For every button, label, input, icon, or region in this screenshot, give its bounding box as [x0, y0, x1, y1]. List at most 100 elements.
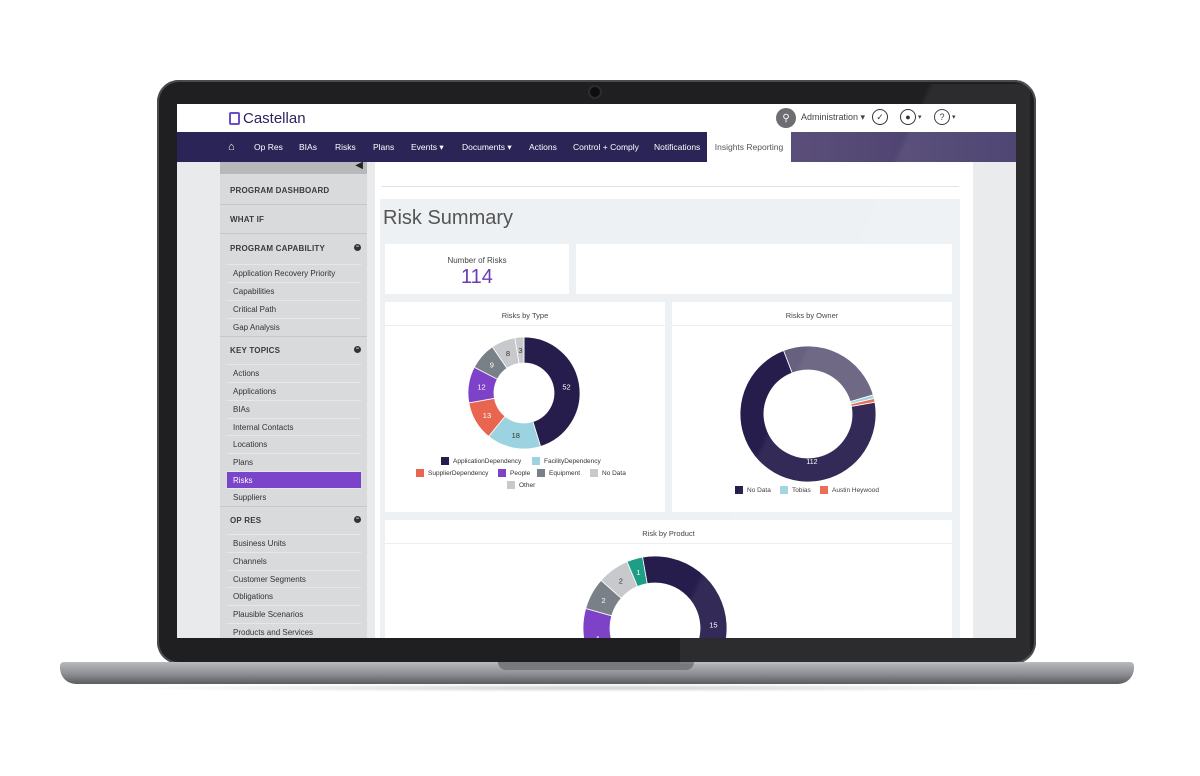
sidebar-item-label: Obligations: [233, 592, 274, 601]
nav-plans[interactable]: Plans: [373, 142, 395, 152]
screen: Castellan ⚲ Administration ▾ ✓ ● ▾ ? ▾ ⌂…: [177, 104, 1016, 638]
divider: [672, 325, 952, 326]
legend-item[interactable]: Austin Heywood: [820, 486, 879, 494]
what-if-label: WHAT IF: [230, 215, 265, 224]
risks-by-owner-slice[interactable]: [783, 345, 874, 403]
castellan-logo-icon: [229, 112, 240, 125]
legend-swatch: [532, 457, 540, 465]
divider: [381, 186, 959, 187]
risks-by-type-slice[interactable]: [514, 336, 525, 364]
nav-control-comply[interactable]: Control + Comply: [573, 142, 639, 152]
legend-label: People: [510, 469, 531, 477]
divider: [385, 325, 665, 326]
collapse-section-icon[interactable]: −: [354, 244, 361, 251]
administration-menu[interactable]: Administration ▾: [801, 112, 866, 122]
sidebar-item-plans[interactable]: Plans: [227, 453, 361, 471]
legend-item[interactable]: Equipment: [537, 469, 580, 477]
laptop-base: [60, 662, 1134, 684]
collapse-icon[interactable]: ◀: [355, 160, 363, 171]
logo-text: Castellan: [243, 110, 306, 127]
nav-documents[interactable]: Documents ▾: [462, 142, 512, 152]
risk-by-product-data-label: 1: [636, 568, 640, 577]
section-title: PROGRAM CAPABILITY: [230, 244, 326, 253]
sidebar-item-suppliers[interactable]: Suppliers: [227, 488, 361, 506]
clock-check-icon[interactable]: ✓: [872, 109, 888, 125]
legend-swatch: [537, 469, 545, 477]
risks-by-type-data-label: 52: [562, 383, 570, 392]
nav-bias[interactable]: BIAs: [299, 142, 317, 152]
laptop-notch: [498, 662, 694, 670]
nav-actions[interactable]: Actions: [529, 142, 557, 152]
sidebar-item-label: Internal Contacts: [233, 423, 294, 432]
webcam: [590, 87, 600, 97]
divider: [385, 543, 952, 544]
sidebar-item-obligations[interactable]: Obligations: [227, 587, 361, 605]
sidebar-item-locations[interactable]: Locations: [227, 435, 361, 453]
sidebar-item-channels[interactable]: Channels: [227, 552, 361, 570]
page-title: Risk Summary: [383, 207, 514, 229]
sidebar-item-application-recovery-priority[interactable]: Application Recovery Priority: [227, 264, 361, 282]
sidebar-item-critical-path[interactable]: Critical Path: [227, 300, 361, 318]
sidebar-item-bias[interactable]: BIAs: [227, 400, 361, 418]
sidebar-item-actions[interactable]: Actions: [227, 364, 361, 382]
collapse-section-icon[interactable]: −: [354, 346, 361, 353]
nav-notifications[interactable]: Notifications: [654, 142, 701, 152]
risks-by-owner-slice[interactable]: [850, 398, 876, 407]
sidebar-item-applications[interactable]: Applications: [227, 382, 361, 400]
risks-by-type-data-label: 12: [477, 383, 485, 392]
main-nav: ⌂ Op Res BIAs Risks Plans Events ▾ Docum…: [177, 132, 1016, 162]
legend-item[interactable]: No Data: [735, 486, 771, 494]
risk-by-product-slice[interactable]: [626, 556, 648, 588]
castellan-logo[interactable]: Castellan: [229, 110, 306, 127]
program-dashboard-label: PROGRAM DASHBOARD: [230, 186, 330, 195]
home-icon[interactable]: ⌂: [228, 141, 235, 153]
sidebar-item-business-units[interactable]: Business Units: [227, 534, 361, 552]
risk-by-product-slice[interactable]: [642, 555, 728, 638]
sidebar: ◀ PROGRAM DASHBOARD WHAT IF PROGRAM CAPA…: [220, 160, 367, 638]
nav-documents-label: Documents: [462, 142, 505, 152]
nav-risks[interactable]: Risks: [335, 142, 356, 152]
sidebar-item-plausible-scenarios[interactable]: Plausible Scenarios: [227, 605, 361, 623]
sidebar-item-label: Plans: [233, 458, 254, 467]
kpi-card: Number of Risks 114: [385, 244, 569, 294]
search-icon[interactable]: ⚲: [776, 108, 796, 128]
collapse-section-icon[interactable]: −: [354, 516, 361, 523]
legend-item[interactable]: People: [498, 469, 530, 477]
sidebar-item-products-and-services[interactable]: Products and Services: [227, 623, 361, 638]
sidebar-item-label: Application Recovery Priority: [233, 269, 336, 278]
donut-chart-risk-by-product: 15 4 2 2 1: [582, 555, 728, 638]
empty-card: [576, 244, 952, 294]
legend-label: SupplierDependency: [428, 469, 489, 477]
right-gutter: [973, 162, 1016, 638]
section-title: OP RES: [230, 516, 262, 525]
legend-item[interactable]: Other: [507, 481, 535, 489]
divider: [220, 204, 367, 205]
help-icon[interactable]: ?: [934, 109, 950, 125]
risks-by-type-data-label: 3: [518, 346, 522, 355]
nav-insights-reporting[interactable]: Insights Reporting: [707, 132, 791, 162]
legend-item[interactable]: Tobias: [780, 486, 811, 494]
legend-item[interactable]: ApplicationDependency: [441, 457, 521, 465]
sidebar-item-internal-contacts[interactable]: Internal Contacts: [227, 418, 361, 436]
sidebar-item-label: Business Units: [233, 539, 286, 548]
sidebar-collapse-bar[interactable]: ◀: [220, 160, 367, 174]
sidebar-item-label: Plausible Scenarios: [233, 610, 304, 619]
kpi-value: 114: [461, 266, 493, 288]
sidebar-item-risks[interactable]: Risks: [227, 471, 361, 489]
legend-item[interactable]: No Data: [590, 469, 626, 477]
sidebar-item-customer-segments[interactable]: Customer Segments: [227, 570, 361, 588]
legend-item[interactable]: SupplierDependency: [416, 469, 488, 477]
legend-item[interactable]: FacilityDependency: [532, 457, 601, 465]
divider: [220, 233, 367, 234]
sidebar-item-gap-analysis[interactable]: Gap Analysis: [227, 318, 361, 336]
user-icon[interactable]: ●: [900, 109, 916, 125]
nav-op-res[interactable]: Op Res: [254, 142, 283, 152]
nav-events[interactable]: Events ▾: [411, 142, 444, 152]
risks-by-owner-data-label: 112: [806, 459, 817, 466]
risk-by-product-data-label: 2: [602, 596, 606, 605]
sidebar-item-label: Customer Segments: [233, 575, 306, 584]
donut-chart-risks-by-owner: 112: [739, 345, 877, 483]
risks-by-owner-slice[interactable]: [739, 350, 877, 483]
risks-by-type-slice[interactable]: [523, 336, 581, 447]
sidebar-item-capabilities[interactable]: Capabilities: [227, 282, 361, 300]
